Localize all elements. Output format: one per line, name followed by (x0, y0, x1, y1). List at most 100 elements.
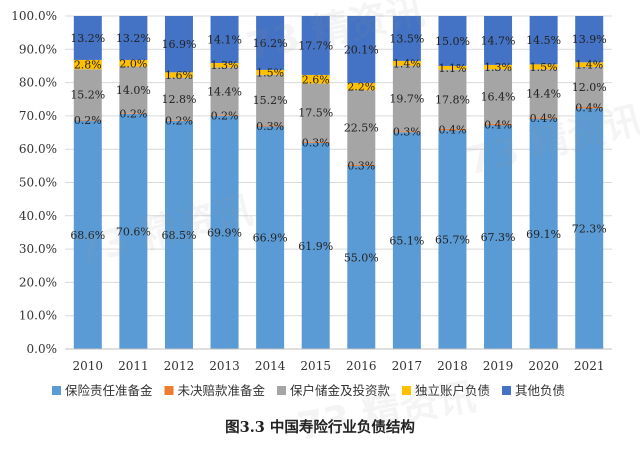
data-label: 1.3% (484, 61, 512, 74)
x-tick-label: 2018 (437, 359, 468, 373)
data-label: 2.8% (74, 59, 102, 72)
bar-segment (392, 132, 421, 349)
data-label: 72.3% (572, 223, 607, 236)
data-label: 67.3% (481, 231, 516, 244)
legend-label: 其他负债 (515, 383, 565, 398)
data-label: 0.3% (347, 160, 375, 173)
bar-segment (119, 113, 148, 114)
data-label: 55.0% (344, 252, 379, 265)
bar-segment (73, 119, 102, 121)
legend-label: 未决赔款准备金 (178, 383, 266, 398)
x-tick-label: 2014 (255, 359, 286, 373)
bar-segment (484, 123, 513, 126)
bar-segment (575, 16, 604, 63)
bar-segment (347, 82, 376, 91)
bar-segment (575, 66, 604, 107)
data-label: 17.8% (435, 93, 470, 106)
bar-segment (256, 16, 285, 70)
bar-segment (73, 120, 102, 349)
data-label: 0.2% (211, 110, 239, 123)
data-label: 17.5% (298, 107, 333, 120)
bar-segment (164, 77, 193, 121)
data-label: 22.5% (344, 122, 379, 135)
data-label: 13.5% (389, 32, 424, 45)
data-label: 16.2% (253, 37, 288, 50)
bars (73, 16, 604, 350)
bar-segment (210, 116, 239, 349)
data-label: 17.7% (298, 39, 333, 52)
legend-swatch (502, 386, 511, 395)
data-label: 1.4% (393, 57, 421, 70)
legend-swatch (402, 386, 411, 395)
x-tick-label: 2013 (209, 359, 240, 373)
bar-segment (164, 120, 193, 121)
bar-segment (575, 106, 604, 109)
data-label: 15.2% (70, 89, 105, 102)
data-label: 0.2% (119, 108, 147, 121)
bar-segment (210, 67, 239, 116)
data-label: 12.0% (572, 81, 607, 94)
x-tick-label: 2019 (483, 359, 514, 373)
data-label: 14.0% (116, 84, 151, 97)
bar-segment (73, 69, 102, 120)
y-tick-label: 20.0% (19, 275, 57, 289)
bar-segment (484, 64, 513, 70)
data-label: 70.6% (116, 225, 151, 238)
bar-segment (119, 59, 148, 67)
bar-segment (438, 128, 467, 131)
x-tick-label: 2017 (392, 359, 423, 373)
figure-caption: 图3.3 中国寿险行业负债结构 (225, 418, 415, 436)
bar-segment (347, 16, 376, 83)
y-tick-label: 90.0% (19, 42, 57, 56)
data-label: 1.5% (256, 66, 284, 79)
bar-segment (210, 16, 239, 63)
data-label: 15.2% (253, 94, 288, 107)
data-label: 0.4% (484, 118, 512, 131)
bar-segment (347, 166, 376, 349)
bar-segment (529, 16, 558, 65)
bar-segment (73, 59, 102, 70)
x-tick-label: 2011 (118, 359, 149, 373)
data-label: 61.9% (298, 240, 333, 253)
legend-swatch (164, 386, 174, 395)
data-label: 0.4% (438, 124, 466, 137)
data-label: 69.9% (207, 227, 242, 240)
bar-segment (301, 16, 330, 75)
y-tick-label: 30.0% (19, 242, 57, 256)
bar-segment (210, 63, 239, 68)
data-label: 68.5% (161, 229, 196, 242)
x-tick-label: 2021 (574, 359, 605, 373)
data-label: 12.8% (161, 93, 196, 106)
bar-segment (392, 16, 421, 61)
data-label: 2.2% (347, 81, 375, 94)
x-tick-label: 2012 (164, 359, 195, 373)
data-labels: 68.6% 0.2% 15.2% 2.8% 13.2% 70.6% 0.2% 14.0% 2.0… (70, 32, 606, 265)
data-label: 1.1% (438, 62, 466, 75)
y-tick-label: 0.0% (27, 342, 58, 356)
data-label: 14.7% (481, 34, 516, 47)
bar-segment (119, 66, 148, 114)
y-axis: 0.0% 10.0% 20.0% 30.0% 40.0% 50.0% 60.0% 70.0% 8… (11, 9, 57, 356)
bar-segment (392, 131, 421, 133)
data-label: 14.4% (207, 85, 242, 98)
y-tick-label: 60.0% (19, 142, 57, 156)
bar-segment (256, 126, 285, 349)
data-label: 0.4% (575, 102, 603, 115)
bar-segment (301, 142, 330, 349)
data-label: 65.1% (389, 235, 424, 248)
data-label: 19.7% (389, 92, 424, 105)
bar-segment (484, 69, 513, 124)
bar-segment (347, 90, 376, 166)
bar-segment (301, 83, 330, 142)
bar-segment (119, 113, 148, 349)
bar-segment (529, 69, 558, 118)
y-tick-label: 40.0% (19, 209, 57, 223)
bar-segment (164, 16, 193, 73)
legend-swatch (277, 386, 286, 395)
bar-segment (256, 69, 285, 75)
bar-segment (119, 16, 148, 60)
y-tick-label: 70.0% (19, 109, 57, 123)
data-label: 13.9% (572, 33, 607, 46)
x-tick-label: 2015 (300, 359, 331, 373)
